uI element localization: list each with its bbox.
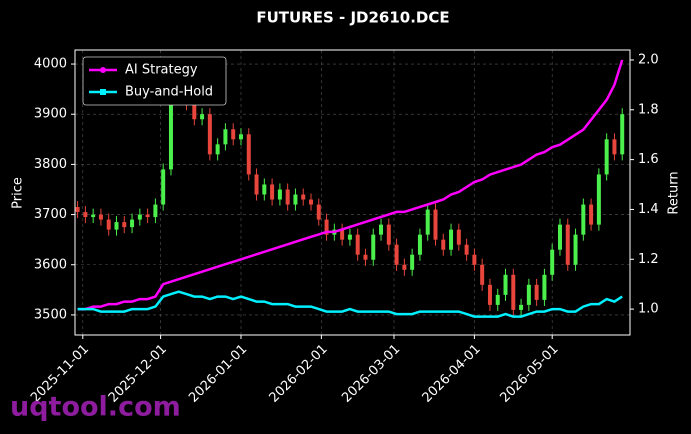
y2-tick-label: 1.4: [638, 202, 659, 217]
candle-body: [581, 204, 586, 235]
candle-body: [402, 264, 407, 270]
candle-body: [75, 207, 80, 213]
candle-body: [565, 224, 570, 265]
candle-body: [301, 194, 306, 200]
candle-body: [371, 234, 376, 260]
candle-body: [161, 169, 166, 205]
candle-body: [417, 234, 422, 255]
line-series: [77, 59, 624, 311]
chart-title: FUTURES - JD2610.DCE: [256, 9, 449, 27]
candle-body: [215, 144, 220, 155]
candle-body: [472, 254, 477, 265]
y-tick-label: 4000: [34, 57, 67, 72]
y2-tick-label: 1.8: [638, 102, 659, 117]
candle-body: [277, 189, 282, 200]
plot-area: 3500 3600 3700 3800 3900 4000 1.0 1.2 1.4 1.6 1.8 2…: [28, 49, 659, 406]
candle-body: [503, 274, 508, 295]
candle-body: [293, 194, 298, 205]
candle-body: [355, 234, 360, 255]
line-series: [77, 290, 623, 318]
candle-body: [106, 219, 111, 230]
y2-tick-label: 1.0: [638, 302, 659, 317]
y2-axis-label: Return: [667, 171, 682, 214]
candle-body: [456, 229, 461, 245]
candle-body: [604, 139, 609, 175]
candle-body: [386, 224, 391, 245]
candle-body: [487, 284, 492, 305]
candle-body: [589, 204, 594, 225]
legend-marker: [100, 67, 106, 73]
y2-tick-label: 1.6: [638, 152, 659, 167]
y-tick-label: 3500: [34, 307, 67, 322]
candle-body: [324, 219, 329, 235]
candle-body: [425, 209, 430, 235]
candle-body: [542, 274, 547, 300]
candle-body: [363, 254, 368, 260]
candle-body: [285, 189, 290, 205]
candle-body: [526, 284, 531, 305]
candle-body: [612, 139, 617, 155]
candle-body: [223, 129, 228, 145]
candle-body: [254, 174, 259, 195]
candle-body: [262, 184, 267, 195]
candle-body: [410, 254, 415, 270]
candle-body: [231, 129, 236, 140]
y-tick-label: 3600: [34, 257, 67, 272]
candle-body: [534, 284, 539, 300]
x-tick-label: 2026-03-01: [339, 342, 403, 406]
candle-body: [347, 234, 352, 240]
candle-body: [379, 224, 384, 235]
candle-body: [519, 304, 524, 310]
candle-body: [153, 204, 158, 218]
candle-body: [309, 199, 314, 205]
y2-tick-label: 2.0: [638, 52, 659, 67]
legend-marker: [100, 89, 106, 95]
candle-body: [130, 219, 135, 228]
candle-body: [238, 134, 243, 140]
candle-body: [441, 239, 446, 250]
candle-body: [145, 214, 150, 218]
watermark: uqtool.com: [10, 392, 181, 423]
candle-body: [480, 264, 485, 285]
candle-body: [511, 274, 516, 310]
candle-body: [620, 114, 625, 155]
legend-box: [82, 56, 227, 106]
candle-body: [91, 214, 96, 218]
candle-body: [83, 212, 88, 218]
y-tick-label: 3900: [34, 107, 67, 122]
candle-body: [98, 214, 103, 220]
y-tick-label: 3700: [34, 207, 67, 222]
candle-body: [596, 174, 601, 225]
candle-body: [200, 114, 205, 120]
candle-body: [557, 224, 562, 250]
candle-body: [340, 229, 345, 240]
candle-body: [433, 209, 438, 240]
candle-body: [464, 244, 469, 255]
y2-tick-label: 1.2: [638, 252, 659, 267]
candle-body: [192, 104, 197, 120]
candle-body: [573, 234, 578, 265]
candle-body: [495, 294, 500, 305]
plot-frame: [74, 49, 631, 336]
candle-body: [122, 222, 127, 228]
y-axis-label: Price: [11, 177, 26, 209]
candle-body: [114, 222, 119, 230]
candle-body: [550, 249, 555, 275]
y-tick-label: 3800: [34, 157, 67, 172]
candle-body: [449, 229, 454, 250]
candle-body: [137, 214, 142, 220]
x-tick-label: 2026-05-01: [497, 342, 561, 406]
legend-label: Buy-and-Hold: [125, 85, 213, 100]
x-tick-label: 2026-01-01: [186, 342, 250, 406]
x-tick-label: 2026-04-01: [420, 342, 484, 406]
candle-body: [270, 184, 275, 200]
legend-label: AI Strategy: [125, 63, 198, 78]
candle-body: [207, 114, 212, 155]
candle-body: [246, 134, 251, 175]
candle-body: [168, 99, 173, 170]
candle-body: [316, 204, 321, 220]
x-tick-label: 2026-02-01: [267, 342, 331, 406]
candle-body: [394, 244, 399, 265]
